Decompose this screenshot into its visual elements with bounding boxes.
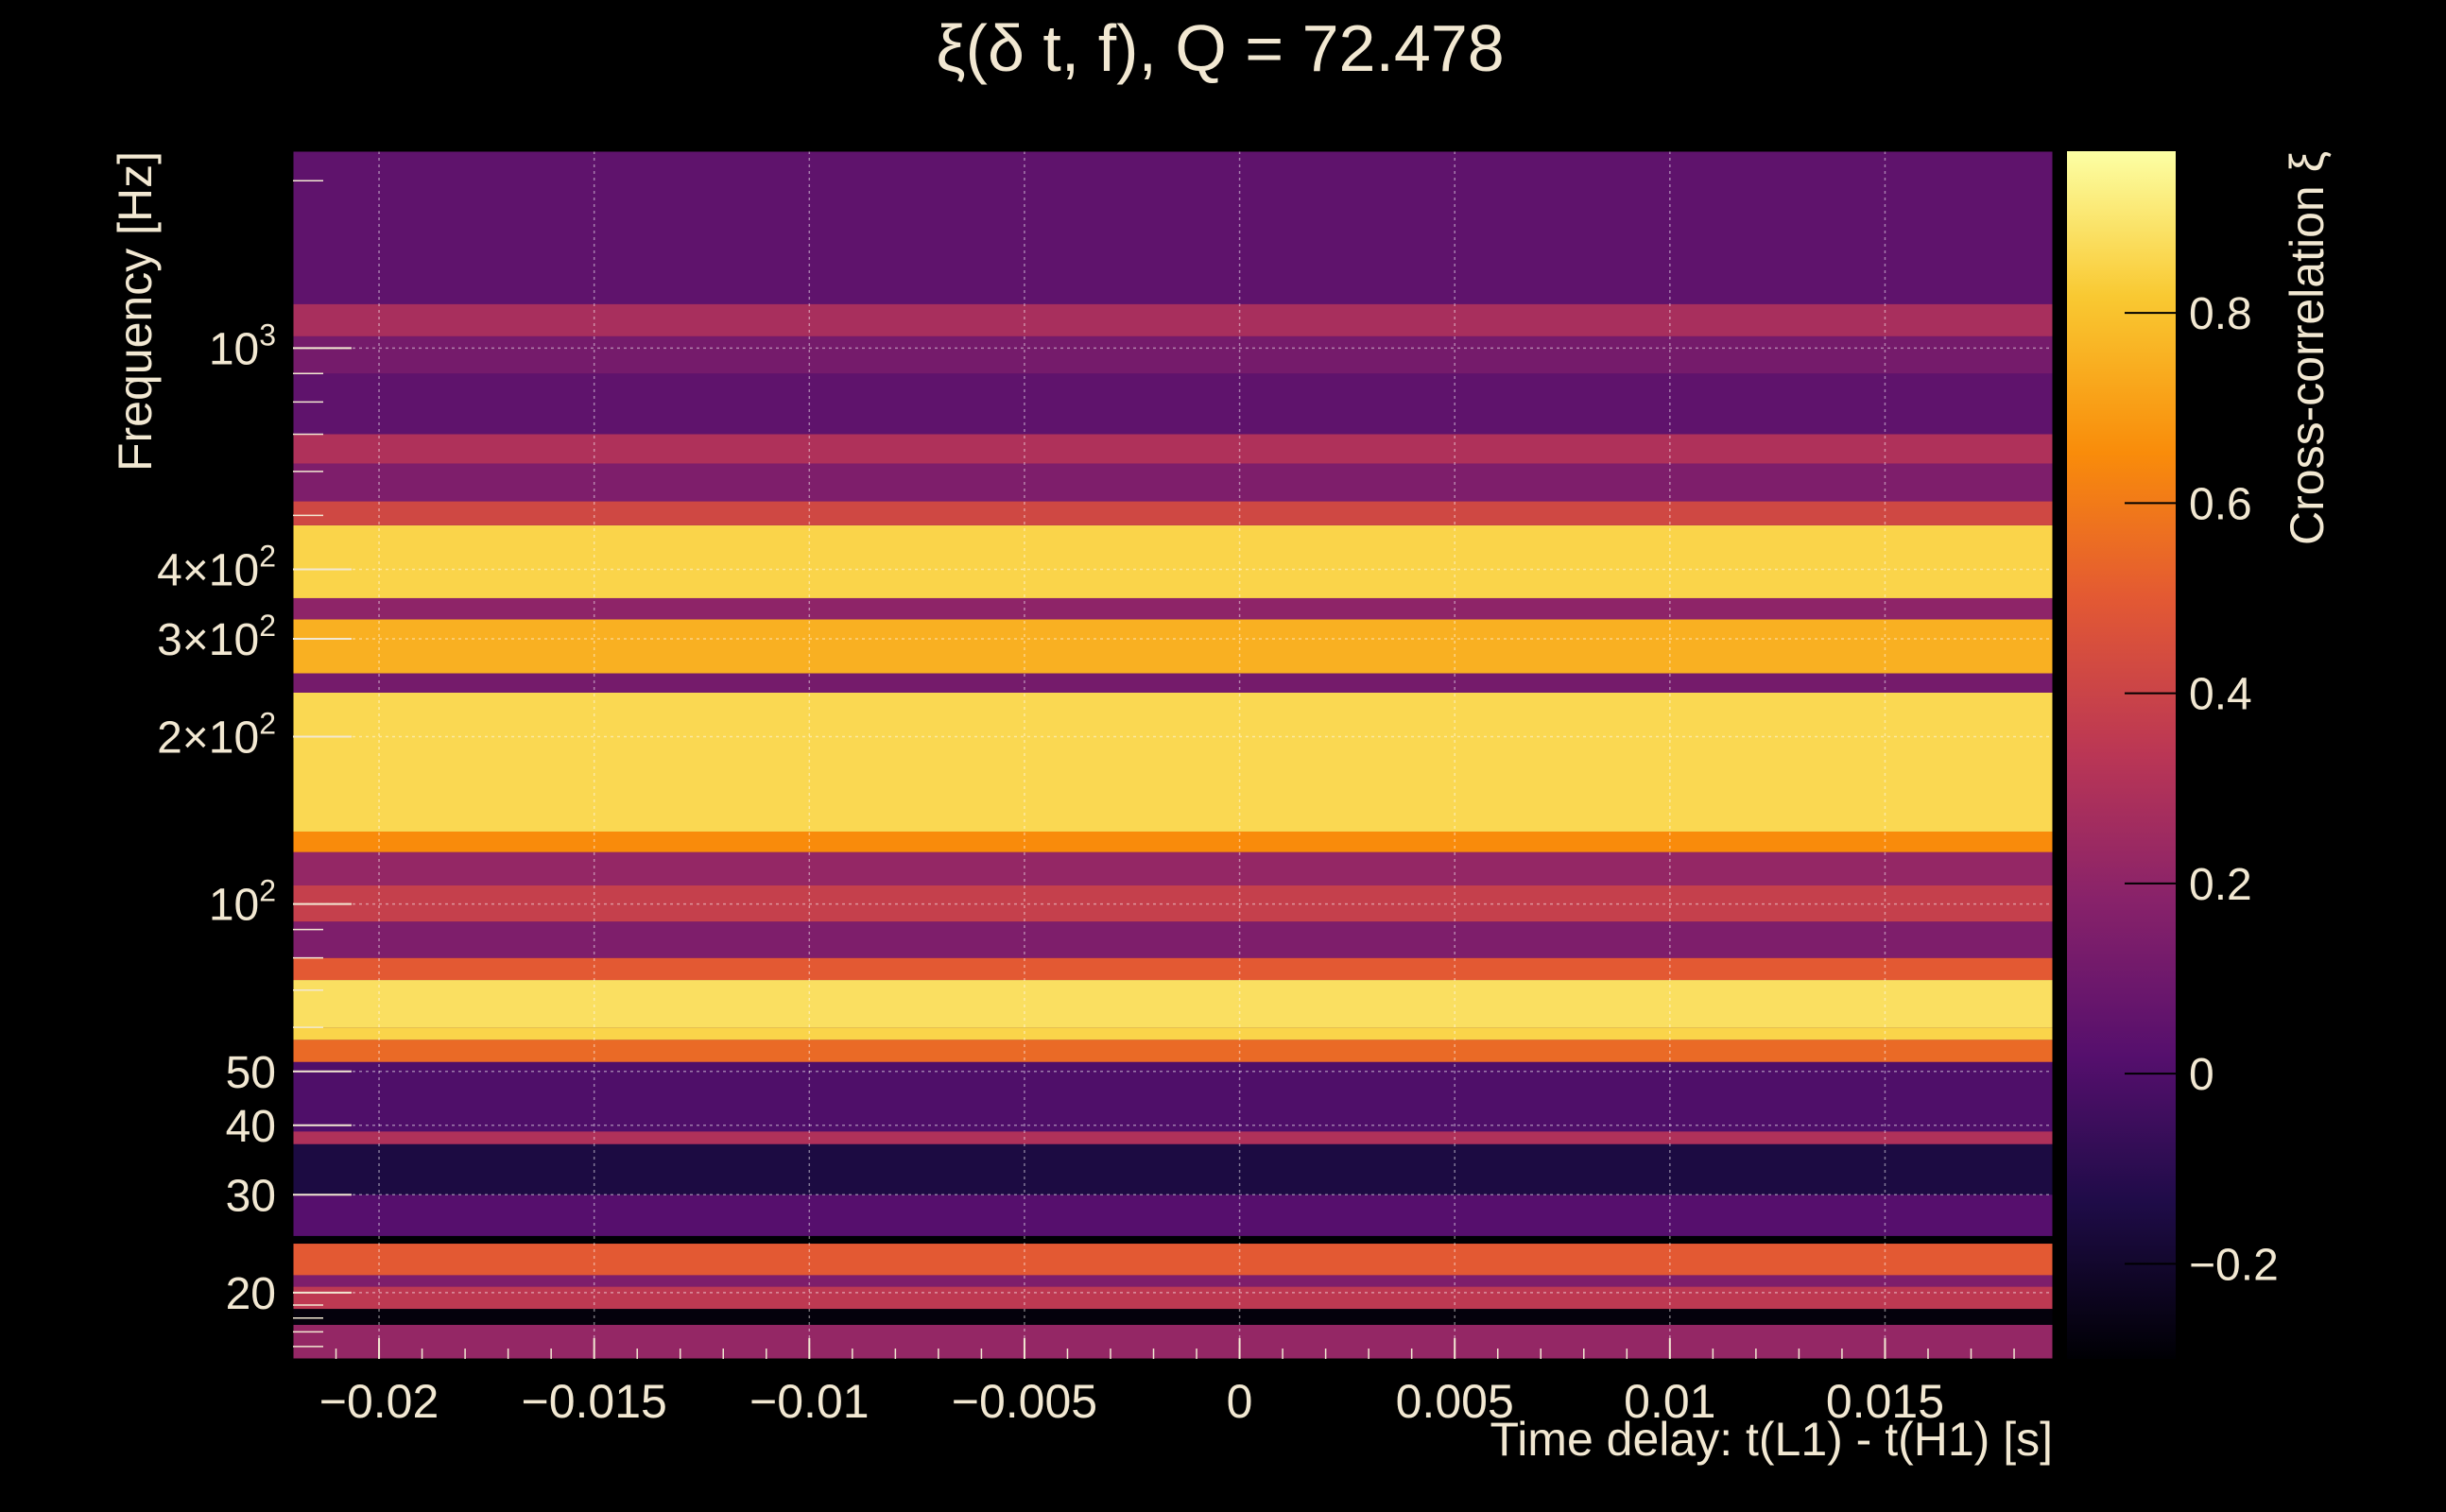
heatmap-band [293,1235,2053,1245]
heatmap [293,151,2053,1359]
heatmap-band [293,1027,2053,1040]
heatmap-band [293,335,2053,374]
heatmap-band [293,980,2053,1028]
x-tick-label: −0.01 [749,1375,870,1428]
heatmap-band [293,921,2053,958]
heatmap-band [293,434,2053,464]
colorbar-tick-label: 0.8 [2189,289,2252,339]
colorbar-tick-label: −0.2 [2189,1240,2279,1290]
heatmap-band [293,463,2053,502]
x-axis-label: Time delay: t(L1) - t(H1) [s] [1490,1413,2053,1466]
heatmap-band [293,597,2053,620]
heatmap-band [293,619,2053,674]
colorbar-tick-label: 0.2 [2189,860,2252,910]
heatmap-band [293,885,2053,922]
heatmap-band [293,692,2053,832]
heatmap-band [293,373,2053,435]
heatmap-band [293,957,2053,981]
x-tick-label: 0.005 [1396,1375,1514,1428]
x-tick-label: −0.005 [952,1375,1097,1428]
y-tick-label: 30 [226,1171,276,1221]
x-tick-label: −0.015 [522,1375,667,1428]
y-tick-label: 20 [226,1269,276,1319]
heatmap-band [293,1244,2053,1276]
y-tick-label: 2×102 [157,707,276,764]
heatmap-band [293,831,2053,852]
heatmap-band [293,1143,2053,1195]
heatmap-band [293,1194,2053,1236]
heatmap-band [293,851,2053,885]
x-tick-label: 0.015 [1826,1375,1944,1428]
plot-frame [292,150,2054,1360]
colorbar-axis: −0.2 0 0.2 0.4 0.6 0.8 [2125,289,2279,1290]
y-axis-label: Frequency [Hz] [109,151,162,472]
x-tick-label: −0.02 [319,1375,439,1428]
y-tick-label: 103 [209,318,276,374]
heatmap-band [293,1275,2053,1287]
heatmap-band [293,1061,2053,1132]
heatmap-band [293,1309,2053,1325]
heatmap-band [293,1324,2053,1359]
colorbar [2067,151,2176,1359]
heatmap-band [293,673,2053,693]
x-tick-label: 0.01 [1624,1375,1715,1428]
heatmap-band [293,1286,2053,1310]
colorbar-label: Cross-correlation ξ [2281,151,2334,545]
heatmap-band [293,1040,2053,1062]
y-tick-label: 50 [226,1048,276,1098]
y-tick-label: 4×102 [157,539,276,595]
x-tick-label: 0 [1227,1375,1253,1428]
colorbar-tick-label: 0.6 [2189,479,2252,529]
y-tick-label: 40 [226,1102,276,1152]
y-tick-label: 102 [209,874,276,931]
heatmap-band [293,501,2053,525]
heatmap-band [293,1131,2053,1144]
colorbar-tick-label: 0.4 [2189,670,2252,720]
heatmap-band [293,524,2053,598]
grid [293,151,2053,1359]
heatmap-band [293,151,2053,304]
y-tick-label: 3×102 [157,609,276,665]
colorbar-tick-label: 0 [2189,1050,2214,1100]
x-axis: −0.02 −0.015 −0.01 −0.005 0 0.005 0.01 0.015 [319,1338,2015,1428]
heatmap-band [293,303,2053,336]
chart-title: ξ(δ t, f), Q = 72.478 [936,11,1504,85]
